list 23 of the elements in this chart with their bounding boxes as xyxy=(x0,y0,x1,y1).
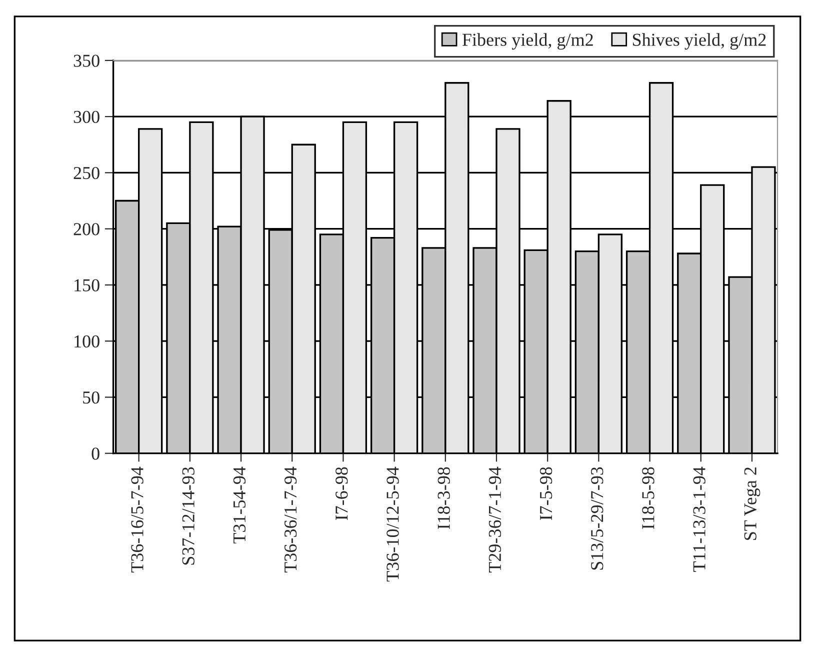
x-tick-label: T11-13/3-1-94 xyxy=(693,466,706,572)
y-tick-label: 150 xyxy=(74,279,100,292)
x-tick-label: I7-6-98 xyxy=(336,467,348,520)
x-tick-label: T36-10/12-5-94 xyxy=(386,466,399,582)
x-tick-label: S37-12/14-93 xyxy=(182,467,194,565)
y-tick-label: 300 xyxy=(74,110,100,124)
x-tick-label: S13/5-29/7-93 xyxy=(591,467,604,570)
y-tick-label: 250 xyxy=(74,166,100,180)
legend-label: Fibers yield, g/m2 xyxy=(462,33,593,50)
x-tick-label: I18-5-98 xyxy=(642,467,654,530)
x-tick-label: T36-36/1-7-94 xyxy=(284,466,297,572)
legend-label: Shives yield, g/m2 xyxy=(632,33,766,50)
x-tick-label: ST Vega 2 xyxy=(744,468,760,540)
x-tick-label: T36-16/5-7-94 xyxy=(131,466,144,572)
x-tick-label: T31-54-94 xyxy=(233,466,246,544)
x-tick-label: I18-3-98 xyxy=(438,467,450,530)
y-tick-label: 50 xyxy=(83,391,100,404)
y-tick-label: 350 xyxy=(74,54,100,67)
y-tick-label: 0 xyxy=(92,448,100,460)
y-tick-label: 200 xyxy=(74,223,100,236)
x-tick-label: I7-5-98 xyxy=(540,467,552,520)
y-tick-label: 100 xyxy=(74,335,100,348)
x-tick-label: T29-36/7-1-94 xyxy=(488,466,502,572)
